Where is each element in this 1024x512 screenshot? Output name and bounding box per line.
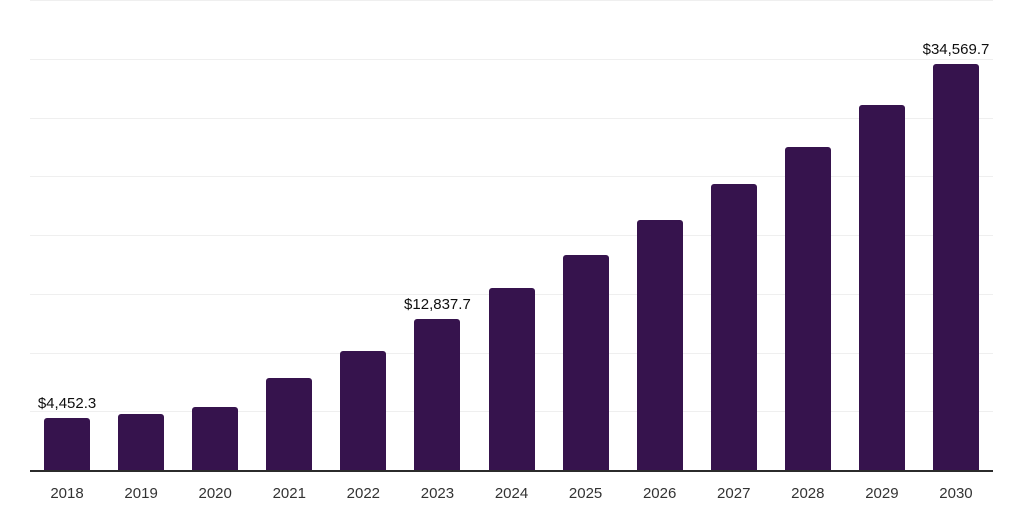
x-axis-label-2021: 2021 bbox=[272, 485, 306, 502]
plot-area: $4,452.3 $12,837.7 $34,569.7 bbox=[30, 0, 993, 470]
x-axis-label-2026: 2026 bbox=[642, 485, 677, 502]
bar-2018 bbox=[44, 417, 91, 470]
x-axis-label-2029: 2029 bbox=[865, 485, 899, 502]
gridline bbox=[30, 176, 993, 178]
gridline bbox=[30, 117, 993, 119]
bar-slot bbox=[474, 0, 548, 470]
bar-slot bbox=[178, 0, 252, 470]
bar-2020 bbox=[192, 406, 239, 470]
bar-2023 bbox=[414, 319, 461, 470]
gridline bbox=[30, 58, 993, 60]
x-axis-label-2023: 2023 bbox=[420, 485, 455, 502]
bar-slot bbox=[549, 0, 623, 470]
bar-slot bbox=[845, 0, 919, 470]
gridline bbox=[30, 0, 993, 1]
bar-slot: $12,837.7 bbox=[400, 0, 474, 470]
bar-2029 bbox=[858, 105, 905, 470]
bar-slot bbox=[104, 0, 178, 470]
bar-slot: $4,452.3 bbox=[30, 0, 104, 470]
bar-2026 bbox=[636, 220, 683, 470]
bar-2028 bbox=[784, 147, 831, 470]
bar-2027 bbox=[710, 184, 757, 470]
bars-row: $4,452.3 $12,837.7 $34,569.7 bbox=[30, 0, 993, 470]
bar-slot bbox=[252, 0, 326, 470]
gridline bbox=[30, 235, 993, 236]
bar-2024 bbox=[488, 288, 535, 470]
x-axis-label-2018: 2018 bbox=[50, 485, 84, 502]
x-axis-label-2027: 2027 bbox=[717, 485, 751, 502]
bar-slot bbox=[623, 0, 697, 470]
bar-value-label-2030: $34,569.7 bbox=[922, 40, 990, 58]
bar-slot bbox=[326, 0, 400, 470]
x-axis-labels: 2018 2019 2020 2021 2022 2023 2024 2025 2026 2027… bbox=[30, 484, 993, 504]
x-axis-label-2020: 2020 bbox=[198, 485, 232, 502]
bar-slot bbox=[771, 0, 845, 470]
x-axis-label-2025: 2025 bbox=[568, 485, 603, 502]
x-axis-label-2028: 2028 bbox=[791, 485, 825, 502]
bar-value-label-2023: $12,837.7 bbox=[404, 296, 471, 314]
bar-slot: $34,569.7 bbox=[919, 0, 993, 470]
bar-2021 bbox=[266, 377, 313, 470]
bar-2022 bbox=[340, 350, 387, 470]
x-axis-label-2019: 2019 bbox=[124, 485, 158, 502]
bar-2019 bbox=[118, 413, 165, 470]
x-axis-label-2022: 2022 bbox=[346, 485, 381, 502]
x-axis-label-2024: 2024 bbox=[494, 485, 529, 502]
bar-slot bbox=[697, 0, 771, 470]
bar-2025 bbox=[562, 254, 609, 470]
bar-value-label-2018: $4,452.3 bbox=[37, 394, 97, 412]
bar-2030 bbox=[932, 63, 979, 470]
x-axis-line bbox=[30, 470, 993, 472]
x-axis-label-2030: 2030 bbox=[939, 485, 973, 502]
